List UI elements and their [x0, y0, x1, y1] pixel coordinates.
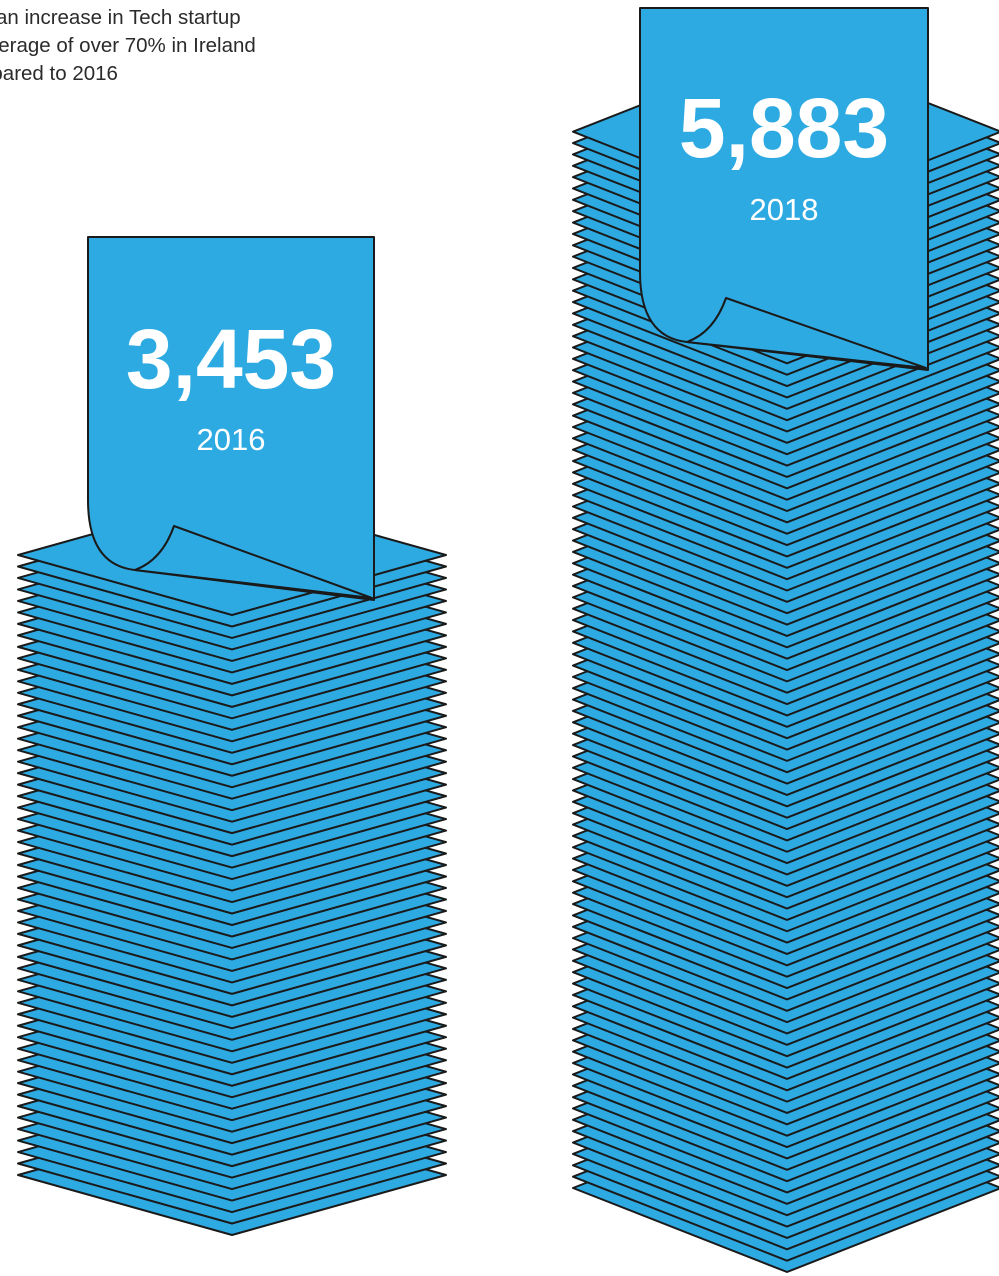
year-label: 2018: [750, 192, 819, 227]
value-label: 3,453: [126, 312, 336, 406]
year-label: 2016: [197, 422, 266, 457]
paper-stack-2018: 5,883 2018: [572, 7, 999, 1273]
caption-line: npared to 2016: [0, 62, 118, 85]
flag-curl: [686, 297, 927, 369]
caption-line: verage of over 70% in Ireland: [0, 34, 256, 57]
value-flag: [87, 236, 375, 601]
caption: an increase in Tech startup verage of ov…: [0, 4, 268, 88]
paper-stack-2016: 3,453 2016: [17, 236, 447, 1236]
value-flag: [639, 7, 929, 371]
caption-line: an increase in Tech startup: [0, 6, 241, 29]
flag-curl: [134, 525, 373, 599]
value-label: 5,883: [679, 81, 889, 175]
